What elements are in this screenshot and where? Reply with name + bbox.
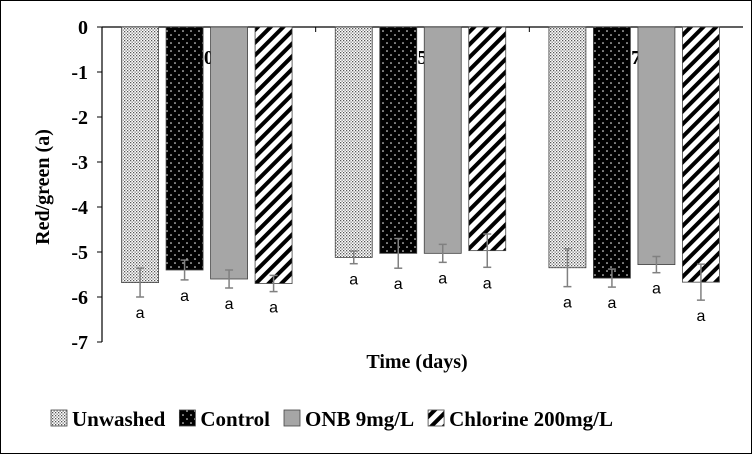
y-tick-label: -7 xyxy=(71,332,88,354)
plot-area: 0 -1 -2 -3 -4 -5 -6 -7 0 a a a a 5 a a a a 7 a a a a xyxy=(71,17,743,354)
y-tick-label: -3 xyxy=(71,152,88,174)
legend-label: Chlorine 200mg/L xyxy=(449,407,613,431)
legend-item: Control xyxy=(178,407,270,431)
significance-label: a xyxy=(607,295,616,312)
y-axis-title: Red/green (a) xyxy=(32,129,54,245)
legend-swatch xyxy=(50,409,68,427)
bar xyxy=(423,26,462,254)
bar xyxy=(593,26,631,279)
legend-label: Unwashed xyxy=(72,407,166,431)
x-tick-label: 7 xyxy=(631,47,641,69)
significance-label: a xyxy=(225,296,234,313)
y-tick-label: -4 xyxy=(71,197,88,219)
bar xyxy=(548,26,587,269)
bar xyxy=(121,26,159,284)
bar xyxy=(682,26,720,283)
legend-item: Unwashed xyxy=(50,407,166,431)
legend: Unwashed Control ONB 9mg/L Chlorine 200mg/L xyxy=(50,407,613,431)
bar xyxy=(165,26,204,271)
bar xyxy=(637,26,676,266)
y-tick-label: -2 xyxy=(71,107,88,129)
significance-label: a xyxy=(563,295,572,312)
legend-label: ONB 9mg/L xyxy=(305,407,414,431)
significance-label: a xyxy=(349,272,358,289)
bar xyxy=(468,26,507,252)
x-tick-label: 0 xyxy=(204,47,214,69)
legend-swatch xyxy=(427,409,445,427)
significance-label: a xyxy=(483,275,492,292)
bar xyxy=(334,26,373,258)
legend-item: Chlorine 200mg/L xyxy=(427,407,613,431)
significance-label: a xyxy=(269,300,278,317)
significance-label: a xyxy=(696,308,705,325)
significance-label: a xyxy=(438,270,447,287)
y-tick-label: -6 xyxy=(71,287,88,309)
significance-label: a xyxy=(180,288,189,305)
legend-item: ONB 9mg/L xyxy=(283,407,414,431)
significance-label: a xyxy=(394,276,403,293)
y-tick-label: -1 xyxy=(71,62,88,84)
x-tick-label: 5 xyxy=(418,47,428,69)
legend-swatch xyxy=(178,409,196,427)
y-tick-label: -5 xyxy=(71,242,88,264)
bar xyxy=(379,26,418,254)
legend-swatch xyxy=(283,409,301,427)
bar xyxy=(254,26,293,284)
significance-label: a xyxy=(136,305,145,322)
legend-label: Control xyxy=(200,407,270,431)
bar xyxy=(210,26,248,280)
significance-label: a xyxy=(652,281,661,298)
x-axis-title: Time (days) xyxy=(366,351,467,373)
y-tick-label: 0 xyxy=(78,17,88,39)
